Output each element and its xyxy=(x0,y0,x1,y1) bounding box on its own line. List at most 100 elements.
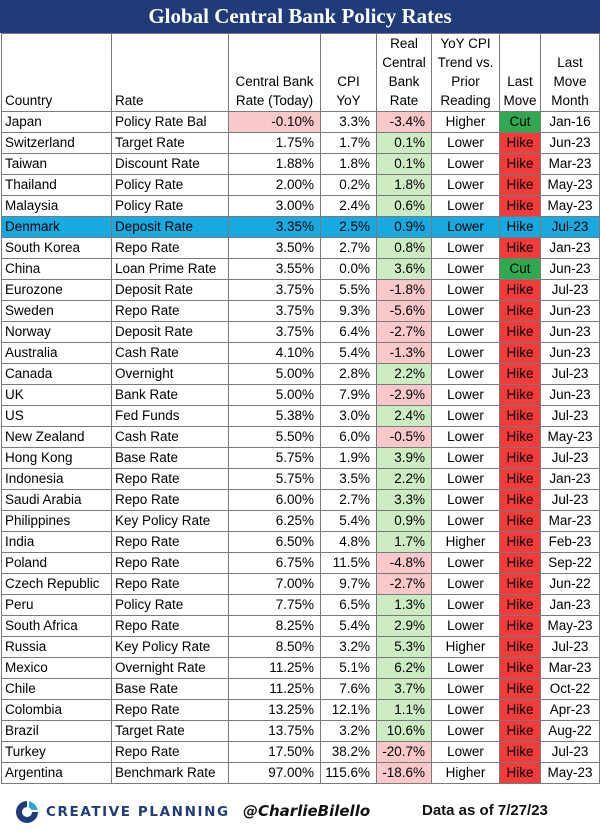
last-move-cell: Hike xyxy=(499,342,541,364)
last-move-month-cell: May-23 xyxy=(540,762,600,784)
last-move-month-cell: Jul-23 xyxy=(540,216,600,238)
cpi-yoy-cell: 3.2% xyxy=(320,636,377,658)
central-bank-rate-cell: 11.25% xyxy=(228,678,321,700)
country-cell: Russia xyxy=(1,636,112,658)
cpi-yoy-cell: 6.5% xyxy=(320,594,377,616)
cpi-trend-cell: Lower xyxy=(431,720,500,742)
cpi-trend-cell: Lower xyxy=(431,195,500,217)
cpi-yoy-cell: 2.8% xyxy=(320,363,377,385)
country-cell: South Korea xyxy=(1,237,112,259)
real-rate-cell: 0.6% xyxy=(376,195,432,217)
rate-name-cell: Repo Rate xyxy=(111,741,229,763)
real-rate-cell: 1.7% xyxy=(376,531,432,553)
last-move-cell: Cut xyxy=(499,258,541,280)
cpi-yoy-cell: 5.4% xyxy=(320,510,377,532)
last-move-cell: Hike xyxy=(499,195,541,217)
table-row: Brazil Target Rate 13.75% 3.2% 10.6% Lower Hik… xyxy=(1,720,600,742)
rate-name-cell: Key Policy Rate xyxy=(111,510,229,532)
table-row: China Loan Prime Rate 3.55% 0.0% 3.6% Lower Cu… xyxy=(1,258,600,280)
rate-name-cell: Repo Rate xyxy=(111,615,229,637)
last-move-month-cell: Mar-23 xyxy=(540,153,600,175)
central-bank-rate-cell: 1.88% xyxy=(228,153,321,175)
rate-name-cell: Repo Rate xyxy=(111,552,229,574)
cpi-trend-cell: Lower xyxy=(431,447,500,469)
cpi-yoy-cell: 5.5% xyxy=(320,279,377,301)
table-row: Hong Kong Base Rate 5.75% 1.9% 3.9% Lower Hike… xyxy=(1,447,600,469)
rate-name-cell: Cash Rate xyxy=(111,426,229,448)
cpi-trend-cell: Lower xyxy=(431,132,500,154)
last-move-cell: Hike xyxy=(499,174,541,196)
country-cell: India xyxy=(1,531,112,553)
table-row: Chile Base Rate 11.25% 7.6% 3.7% Lower Hike Oct… xyxy=(1,678,600,700)
cpi-trend-cell: Lower xyxy=(431,363,500,385)
real-rate-cell: 1.8% xyxy=(376,174,432,196)
table-row: South Korea Repo Rate 3.50% 2.7% 0.8% Lower Hi… xyxy=(1,237,600,259)
central-bank-rate-cell: 11.25% xyxy=(228,657,321,679)
rate-name-cell: Repo Rate xyxy=(111,468,229,490)
cpi-yoy-cell: 7.9% xyxy=(320,384,377,406)
last-move-cell: Hike xyxy=(499,678,541,700)
data-as-of: Data as of 7/27/23 xyxy=(422,802,548,819)
central-bank-rate-cell: 3.35% xyxy=(228,216,321,238)
central-bank-rate-cell: 5.75% xyxy=(228,447,321,469)
real-rate-cell: 0.9% xyxy=(376,216,432,238)
country-cell: UK xyxy=(1,384,112,406)
cpi-yoy-cell: 1.8% xyxy=(320,153,377,175)
cpi-trend-cell: Higher xyxy=(431,636,500,658)
last-move-cell: Hike xyxy=(499,615,541,637)
cpi-trend-cell: Lower xyxy=(431,468,500,490)
country-cell: Norway xyxy=(1,321,112,343)
last-move-month-cell: Mar-23 xyxy=(540,657,600,679)
last-move-cell: Cut xyxy=(499,111,541,133)
cpi-yoy-cell: 11.5% xyxy=(320,552,377,574)
last-move-cell: Hike xyxy=(499,594,541,616)
central-bank-rate-cell: 7.00% xyxy=(228,573,321,595)
creative-planning-logo-icon xyxy=(16,801,38,823)
cpi-trend-cell: Lower xyxy=(431,657,500,679)
last-move-month-cell: Jan-16 xyxy=(540,111,600,133)
last-move-cell: Hike xyxy=(499,489,541,511)
cpi-yoy-cell: 2.7% xyxy=(320,237,377,259)
country-cell: US xyxy=(1,405,112,427)
rate-name-cell: Bank Rate xyxy=(111,384,229,406)
cpi-yoy-cell: 6.4% xyxy=(320,321,377,343)
rate-name-cell: Repo Rate xyxy=(111,531,229,553)
cpi-yoy-cell: 3.5% xyxy=(320,468,377,490)
cpi-trend-cell: Lower xyxy=(431,552,500,574)
country-cell: Malaysia xyxy=(1,195,112,217)
cpi-trend-cell: Lower xyxy=(431,342,500,364)
country-cell: Taiwan xyxy=(1,153,112,175)
last-move-month-cell: Jun-23 xyxy=(540,321,600,343)
cpi-trend-cell: Lower xyxy=(431,153,500,175)
table-row: Canada Overnight 5.00% 2.8% 2.2% Lower Hike Jul… xyxy=(1,363,600,385)
real-rate-cell: 2.2% xyxy=(376,363,432,385)
real-rate-cell: 5.3% xyxy=(376,636,432,658)
cpi-yoy-cell: 12.1% xyxy=(320,699,377,721)
table-row: Peru Policy Rate 7.75% 6.5% 1.3% Lower Hike Jan… xyxy=(1,594,600,616)
real-rate-cell: -0.5% xyxy=(376,426,432,448)
rate-name-cell: Overnight Rate xyxy=(111,657,229,679)
central-bank-rate-cell: 5.50% xyxy=(228,426,321,448)
column-header: Last Move xyxy=(499,33,541,112)
rate-name-cell: Target Rate xyxy=(111,720,229,742)
real-rate-cell: -2.9% xyxy=(376,384,432,406)
cpi-yoy-cell: 4.8% xyxy=(320,531,377,553)
rate-name-cell: Fed Funds xyxy=(111,405,229,427)
real-rate-cell: 2.2% xyxy=(376,468,432,490)
cpi-trend-cell: Lower xyxy=(431,321,500,343)
real-rate-cell: 1.3% xyxy=(376,594,432,616)
last-move-month-cell: Jul-23 xyxy=(540,636,600,658)
cpi-yoy-cell: 3.3% xyxy=(320,111,377,133)
country-cell: Poland xyxy=(1,552,112,574)
cpi-trend-cell: Lower xyxy=(431,216,500,238)
cpi-trend-cell: Lower xyxy=(431,384,500,406)
rate-name-cell: Discount Rate xyxy=(111,153,229,175)
rate-name-cell: Deposit Rate xyxy=(111,321,229,343)
column-header: Last Move Month xyxy=(540,33,600,112)
cpi-yoy-cell: 3.0% xyxy=(320,405,377,427)
table-row: Thailand Policy Rate 2.00% 0.2% 1.8% Lower Hik… xyxy=(1,174,600,196)
rate-name-cell: Cash Rate xyxy=(111,342,229,364)
real-rate-cell: -2.7% xyxy=(376,321,432,343)
last-move-month-cell: Jun-23 xyxy=(540,300,600,322)
